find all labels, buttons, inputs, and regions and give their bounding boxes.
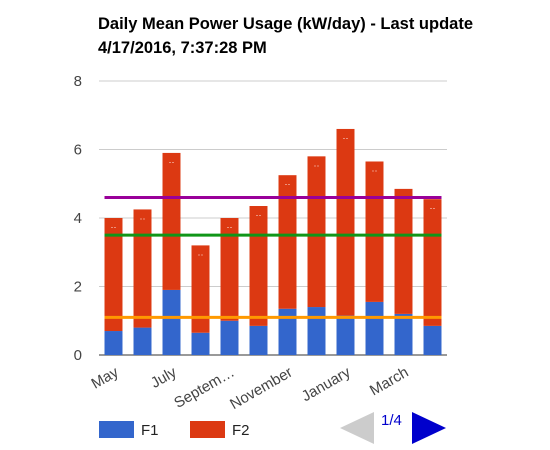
bar-f2 [278, 175, 297, 309]
bar-f2 [220, 218, 239, 321]
x-tick-label: January [299, 363, 354, 405]
next-page-arrow-icon[interactable] [412, 412, 446, 444]
bar-marker: ·· [285, 179, 291, 189]
bar-f1 [220, 320, 239, 355]
legend: F1 F2 [99, 421, 250, 439]
y-tick-label: 6 [74, 142, 82, 159]
bar-f2 [191, 245, 210, 333]
y-tick-label: 8 [74, 73, 82, 90]
bar-marker: ·· [372, 165, 378, 175]
page-indicator: 1/4 [381, 412, 402, 429]
bar-f1 [249, 325, 268, 355]
legend-swatch-f1 [99, 421, 134, 438]
bar-marker: ·· [111, 222, 117, 232]
bar-f2 [423, 199, 442, 326]
gridlines [99, 80, 447, 356]
bar-f2 [307, 156, 326, 308]
x-tick-label: November [227, 364, 295, 413]
x-tick-label: May [88, 363, 121, 392]
bar-f2 [394, 188, 413, 314]
legend-label-f1: F1 [141, 422, 159, 439]
bar-marker: ·· [140, 213, 146, 223]
legend-label-f2: F2 [232, 422, 250, 439]
bar-f1 [307, 307, 326, 355]
bar-f1 [162, 289, 181, 355]
bar-f2 [336, 128, 355, 316]
bar-f2 [162, 152, 181, 290]
bars: ························ [104, 128, 442, 355]
bar-f2 [133, 209, 152, 328]
chart-title: Daily Mean Power Usage (kW/day) - Last u… [98, 15, 474, 57]
bar-f1 [336, 315, 355, 355]
reference-lines [104, 195, 442, 319]
bar-marker: ·· [169, 157, 175, 167]
bar-f1 [278, 308, 297, 355]
pager: 1/4 [340, 412, 446, 444]
bar-f1 [133, 327, 152, 355]
bar-marker: ·· [343, 133, 349, 143]
y-tick-label: 4 [74, 210, 82, 227]
bar-f1 [394, 313, 413, 355]
bar-marker: ·· [256, 210, 262, 220]
bar-f1 [423, 325, 442, 355]
bar-f2 [249, 206, 268, 326]
x-tick-label: July [148, 363, 180, 391]
bar-f1 [104, 331, 123, 355]
y-tick-label: 2 [74, 279, 82, 296]
y-tick-label: 0 [74, 347, 82, 364]
bar-f1 [191, 332, 210, 355]
x-tick-label: March [367, 364, 412, 400]
bar-marker: ·· [314, 160, 320, 170]
bar-f1 [365, 301, 384, 355]
bar-f2 [365, 161, 384, 302]
prev-page-arrow-icon[interactable] [340, 412, 374, 444]
bar-f2 [104, 218, 123, 332]
bar-marker: ·· [430, 203, 436, 213]
legend-swatch-f2 [190, 421, 225, 438]
bar-marker: ·· [198, 249, 204, 259]
bar-marker: ·· [227, 222, 233, 232]
x-tick-label: Septem… [171, 364, 237, 412]
